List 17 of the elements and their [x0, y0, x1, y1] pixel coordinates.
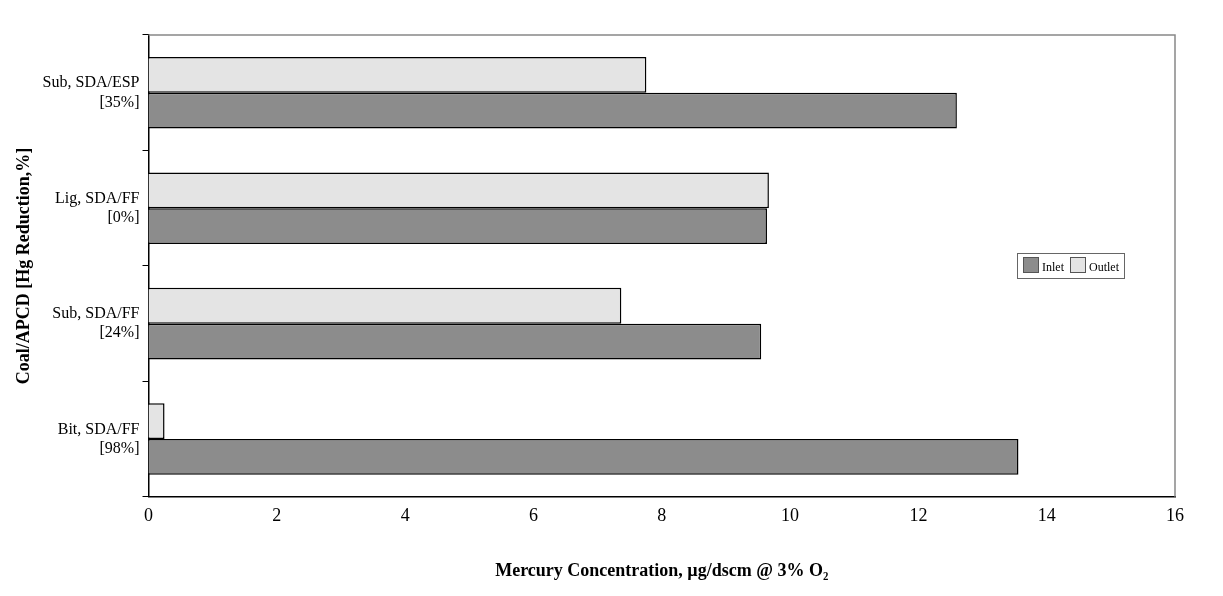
- legend-label: Outlet: [1088, 258, 1119, 275]
- x-tick-label: 12: [909, 505, 928, 526]
- x-tick-label: 10: [781, 505, 800, 526]
- x-tick-label: 0: [144, 505, 154, 526]
- x-tick-label: 2: [272, 505, 282, 526]
- x-tick-label: 8: [657, 505, 667, 526]
- y-tick-label: Bit, SDA/FF [98%]: [57, 419, 140, 456]
- y-axis-title: Coal/APCD [Hg Reduction,%]: [13, 147, 34, 385]
- y-tick-label: Lig, SDA/FF [0%]: [55, 188, 140, 225]
- y-tick-label: Sub, SDA/FF [24%]: [52, 304, 140, 341]
- x-tick-label: 6: [528, 505, 538, 526]
- legend-label: Inlet: [1041, 258, 1064, 275]
- x-tick-label: 16: [1166, 505, 1184, 526]
- x-tick-label: 14: [1037, 505, 1056, 526]
- y-tick-label: Sub, SDA/ESP [35%]: [42, 73, 140, 110]
- x-tick-label: 4: [400, 505, 410, 526]
- x-axis-title: Mercury Concentration, µg/dscm @ 3% O₂: [495, 559, 829, 580]
